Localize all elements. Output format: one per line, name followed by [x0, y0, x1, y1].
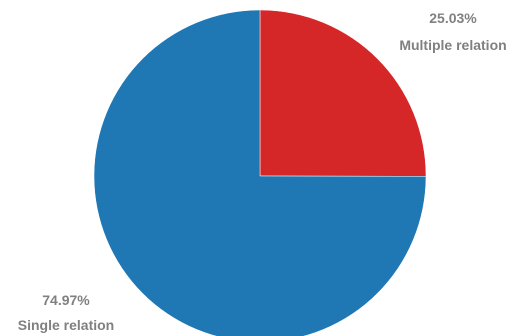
slice-label-multiple-percent: 25.03% — [429, 10, 477, 26]
pie-slice-single-relation — [93, 9, 427, 336]
slice-label-multiple-name: Multiple relation — [399, 37, 506, 53]
pie-slices — [93, 9, 427, 336]
slice-label-single-name: Single relation — [18, 317, 114, 333]
pie-slice-multiple-relation — [259, 9, 427, 177]
slice-label-single-percent: 74.97% — [42, 292, 90, 308]
